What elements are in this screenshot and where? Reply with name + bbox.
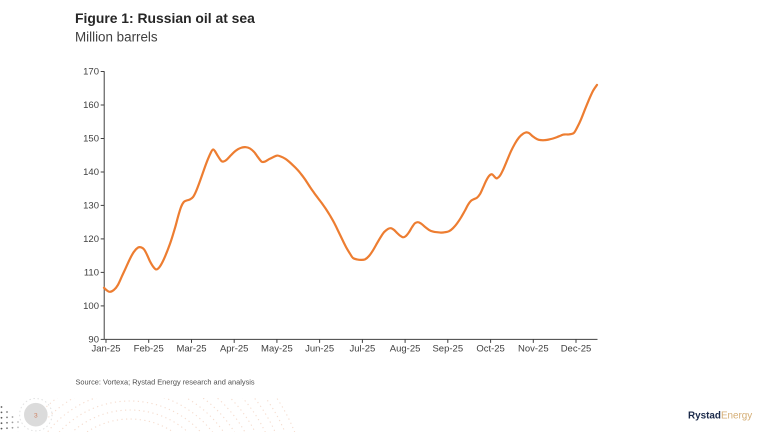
svg-text:Source: Vortexa; Rystad Energy: Source: Vortexa; Rystad Energy research … — [76, 378, 255, 387]
svg-text:130: 130 — [83, 201, 99, 212]
svg-text:160: 160 — [83, 100, 99, 111]
svg-text:3: 3 — [34, 412, 38, 419]
svg-text:Jun-25: Jun-25 — [305, 344, 334, 355]
svg-text:90: 90 — [88, 335, 99, 346]
svg-text:170: 170 — [83, 67, 99, 78]
svg-text:150: 150 — [83, 134, 99, 145]
svg-text:Sep-25: Sep-25 — [432, 344, 463, 355]
svg-text:Nov-25: Nov-25 — [518, 344, 549, 355]
svg-text:Dec-25: Dec-25 — [561, 344, 592, 355]
svg-text:110: 110 — [84, 268, 99, 279]
svg-text:100: 100 — [83, 301, 99, 312]
svg-text:Aug-25: Aug-25 — [390, 344, 421, 355]
svg-text:Million barrels: Million barrels — [75, 30, 158, 45]
svg-text:Figure 1: Russian oil at sea: Figure 1: Russian oil at sea — [75, 10, 255, 26]
svg-text:120: 120 — [83, 234, 99, 245]
svg-text:Mar-25: Mar-25 — [176, 344, 206, 355]
svg-text:140: 140 — [83, 167, 99, 178]
svg-text:Jul-25: Jul-25 — [349, 344, 375, 355]
svg-text:Apr-25: Apr-25 — [220, 344, 249, 355]
svg-text:May-25: May-25 — [261, 344, 293, 355]
svg-text:Feb-25: Feb-25 — [134, 344, 164, 355]
svg-text:Jan-25: Jan-25 — [91, 344, 120, 355]
svg-text:Oct-25: Oct-25 — [476, 344, 505, 355]
svg-text:RystadEnergy: RystadEnergy — [688, 410, 752, 421]
